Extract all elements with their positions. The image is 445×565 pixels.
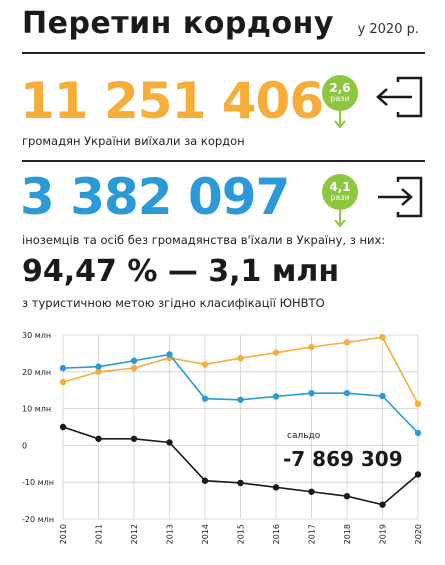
data-point-series-3 (95, 435, 102, 442)
x-tick-label: 2020 (414, 524, 423, 544)
x-tick-label: 2019 (379, 524, 388, 544)
data-point-series-3 (379, 501, 386, 508)
data-point-series-1 (414, 400, 422, 408)
arrivals-badge-value: 4,1 (329, 180, 351, 194)
departures-caption: громадян України виїхали за кордон (22, 134, 245, 148)
tourism-share: 94,47 % — 3,1 млн (22, 254, 340, 289)
door-arrow-left-icon (376, 76, 423, 118)
data-point-series-2 (95, 363, 102, 370)
data-point-series-1 (379, 334, 386, 341)
x-tick-label: 2011 (95, 524, 104, 544)
data-point-series-2 (379, 392, 386, 400)
data-point-series-1 (95, 368, 102, 375)
data-point-series-3 (201, 477, 209, 484)
y-tick-label: 20 млн (22, 368, 51, 377)
arrivals-growth-badge: 4,1 рази (322, 174, 358, 210)
saldo-label: сальдо (287, 431, 321, 441)
y-tick-label: -20 млн (22, 515, 54, 524)
border-crossing-chart: 30 млн 20 млн 10 млн 0 -10 млн -20 млн 2010 201… (22, 331, 423, 544)
x-tick-label: 2014 (201, 524, 210, 544)
data-point-series-2 (201, 395, 209, 402)
data-point-series-3 (237, 479, 244, 487)
year-label: у 2020 р. (357, 22, 419, 37)
page-title: Перетин кордону (22, 6, 334, 41)
title-underline (22, 52, 425, 54)
y-tick-label: -10 млн (22, 478, 54, 487)
tourism-caption: з туристичною метою згідно класифікації … (22, 296, 325, 310)
y-tick-label: 30 млн (22, 331, 51, 340)
x-tick-label: 2012 (130, 524, 139, 544)
data-point-series-1 (130, 364, 138, 372)
data-point-series-2 (59, 364, 67, 372)
x-tick-label: 2010 (59, 524, 68, 544)
y-tick-label: 0 (22, 441, 27, 450)
data-point-series-3 (343, 492, 351, 500)
data-point-series-1 (201, 361, 209, 368)
arrivals-badge-unit: рази (330, 193, 350, 202)
arrow-down-icon (334, 108, 346, 129)
data-point-series-2 (237, 396, 244, 403)
x-tick-label: 2015 (237, 524, 246, 544)
saldo-value: -7 869 309 (283, 447, 403, 471)
x-tick-label: 2018 (343, 524, 352, 544)
data-point-series-2 (308, 389, 315, 397)
arrow-down-icon (334, 207, 346, 228)
departures-growth-badge: 2,6 рази (322, 75, 358, 111)
y-tick-label: 10 млн (22, 405, 51, 414)
data-point-series-3 (308, 488, 315, 495)
departures-badge-unit: рази (330, 94, 350, 103)
arrivals-caption: іноземців та осіб без громадянства в'їха… (22, 233, 386, 247)
data-point-series-2 (166, 351, 173, 358)
data-point-series-1 (237, 354, 244, 362)
x-tick-label: 2017 (308, 524, 317, 544)
arrivals-number: 3 382 097 (20, 168, 290, 226)
data-point-series-2 (414, 429, 422, 437)
data-point-series-2 (272, 393, 280, 400)
x-tick-label: 2013 (166, 524, 175, 544)
door-arrow-right-icon (378, 176, 423, 218)
data-point-series-2 (130, 357, 138, 364)
data-point-series-3 (59, 423, 67, 431)
x-tick-label: 2016 (272, 524, 281, 544)
departures-number: 11 251 406 (20, 72, 324, 130)
data-point-series-1 (343, 339, 351, 346)
data-point-series-3 (130, 435, 138, 442)
data-point-series-3 (166, 439, 173, 446)
data-point-series-1 (272, 349, 280, 356)
departures-badge-value: 2,6 (329, 81, 351, 95)
data-point-series-1 (308, 343, 315, 351)
data-point-series-2 (343, 389, 351, 397)
data-point-series-1 (59, 378, 67, 386)
divider (22, 160, 425, 162)
data-point-series-3 (272, 484, 280, 491)
data-point-series-3 (414, 471, 422, 478)
